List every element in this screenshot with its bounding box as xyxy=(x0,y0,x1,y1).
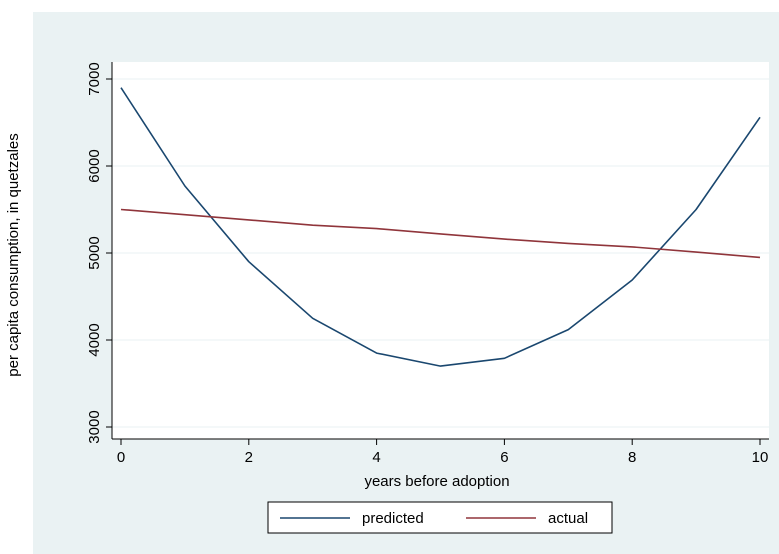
y-axis-title: per capita consumption, in quetzales xyxy=(5,133,22,376)
gridlines xyxy=(112,78,769,428)
y-tick-label-4: 7000 xyxy=(86,62,103,95)
series-line-predicted xyxy=(120,87,761,367)
axes: 3000 4000 5000 6000 7000 0 2 4 6 8 10 xyxy=(86,62,769,466)
x-tick-label-3: 6 xyxy=(500,449,508,466)
legend-label-predicted: predicted xyxy=(362,510,424,527)
x-tick-label-1: 2 xyxy=(245,449,253,466)
legend: predicted actual xyxy=(267,501,613,534)
x-tick-label-4: 8 xyxy=(628,449,636,466)
x-tick-label-2: 4 xyxy=(372,449,380,466)
y-tick-label-1: 4000 xyxy=(86,323,103,356)
series-lines xyxy=(120,87,761,367)
legend-label-actual: actual xyxy=(548,510,588,527)
y-tick-label-3: 6000 xyxy=(86,149,103,182)
x-tick-label-5: 10 xyxy=(752,449,769,466)
y-tick-label-0: 3000 xyxy=(86,410,103,443)
series-line-actual xyxy=(120,208,761,259)
y-tick-label-2: 5000 xyxy=(86,236,103,269)
x-axis-title: years before adoption xyxy=(364,473,509,490)
x-tick-label-0: 0 xyxy=(117,449,125,466)
